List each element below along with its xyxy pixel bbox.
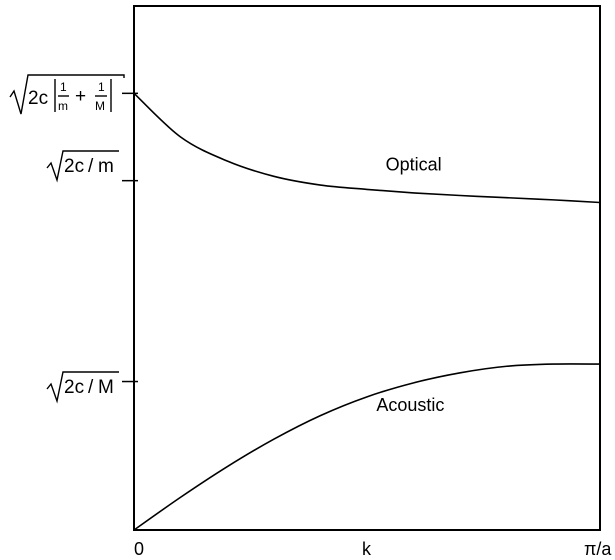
- y-tick-frac-b-den: M: [95, 99, 105, 113]
- y-tick-label-1: 2c 1 m + 1 M: [9, 74, 125, 115]
- y-tick-label-3: 2c / M: [46, 371, 119, 404]
- radical-sign-icon: [46, 371, 119, 404]
- acoustic-label: Acoustic: [376, 395, 444, 415]
- radical-sign-icon: [9, 74, 125, 115]
- y-tick-plus: +: [75, 86, 86, 107]
- y-tick-slash-2: /: [88, 156, 94, 177]
- y-tick-frac-a-num: 1: [60, 80, 67, 94]
- y-tick-den-2: m: [98, 156, 114, 177]
- y-tick-frac-b-num: 1: [98, 80, 105, 94]
- optical-curve: [133, 92, 601, 204]
- radical-sign-icon: [46, 150, 119, 183]
- acoustic-curve: [133, 363, 601, 531]
- series-curves: [133, 92, 601, 531]
- y-tick-frac-a-den: m: [58, 99, 68, 113]
- y-tick-coef-1: 2c: [28, 88, 48, 109]
- y-tick-label-2: 2c / m: [46, 150, 119, 183]
- optical-label: Optical: [386, 154, 442, 174]
- x-tick-zero: 0: [134, 539, 144, 559]
- y-ticks: [122, 92, 138, 383]
- y-tick-coef-3: 2c: [64, 377, 84, 398]
- y-tick-slash-3: /: [88, 377, 94, 398]
- y-tick-coef-2: 2c: [64, 156, 84, 177]
- x-tick-pi-over-a: π/a: [584, 539, 612, 559]
- plot-frame: [133, 5, 601, 531]
- x-axis-label: k: [362, 539, 372, 559]
- y-tick-den-3: M: [98, 377, 114, 398]
